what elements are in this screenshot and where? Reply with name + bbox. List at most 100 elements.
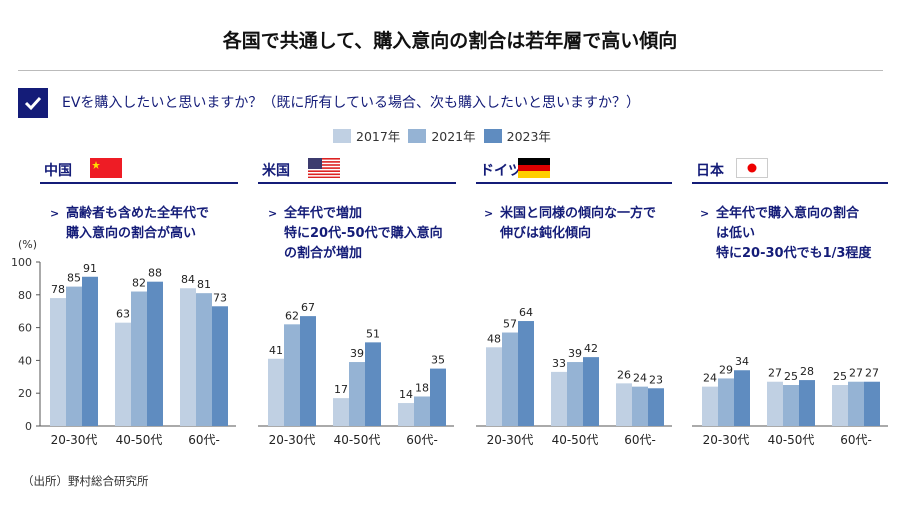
note-line: 全年代で購入意向の割合 [716, 206, 860, 221]
data-label: 81 [197, 278, 211, 291]
legend-swatch [333, 128, 351, 143]
data-label: 26 [617, 368, 631, 381]
data-label: 27 [768, 367, 782, 380]
data-label: 17 [334, 383, 348, 396]
note-line: 伸びは鈍化傾向 [500, 226, 592, 241]
bar-2023年 [430, 368, 446, 426]
panel-header-us: 米国 [258, 156, 456, 184]
japan-flag-icon [736, 158, 768, 178]
survey-question: EVを購入したいと思いますか？（既に所有している場合、次も購入したいと思いますか… [62, 95, 641, 111]
category-label: 20-30代 [487, 433, 534, 447]
note-line: 米国と同様の傾向な一方で [500, 206, 657, 221]
bar-2017年 [551, 371, 567, 426]
legend-swatch [483, 128, 502, 143]
bar-2017年 [333, 398, 349, 426]
category-label: 60代- [840, 433, 872, 447]
page-title: 各国で共通して、購入意向の割合は若年層で高い傾向 [222, 30, 678, 52]
bar-2023年 [300, 316, 316, 426]
y-axis-unit: (%) [18, 238, 38, 251]
data-label: 34 [735, 355, 749, 368]
country-name: ドイツ [480, 163, 522, 179]
note-line: の割合が増加 [284, 246, 363, 261]
y-tick-label: 100 [11, 256, 32, 269]
y-tick-label: 60 [18, 322, 32, 335]
legend-label: 2023年 [506, 129, 551, 144]
note-line: 特に20代-50代で購入意向 [284, 226, 443, 241]
country-name: 中国 [44, 163, 72, 179]
note-line: は低い [716, 226, 756, 241]
data-label: 64 [519, 306, 533, 319]
data-label: 62 [285, 309, 299, 322]
legend-2023: 2023年 [483, 126, 551, 145]
bar-2017年 [115, 322, 131, 426]
bar-2021年 [632, 386, 648, 426]
bar-2017年 [767, 381, 783, 426]
data-label: 84 [181, 273, 195, 286]
data-label: 67 [301, 301, 315, 314]
data-label: 63 [116, 308, 130, 321]
country-name: 日本 [696, 163, 724, 179]
y-tick-label: 0 [25, 420, 32, 433]
data-label: 39 [350, 347, 364, 360]
bar-2023年 [734, 370, 750, 426]
us-flag-icon [308, 158, 340, 178]
panel-header-japan: 日本 [692, 156, 888, 184]
legend-label: 2017年 [356, 129, 401, 144]
data-label: 42 [584, 342, 598, 355]
y-tick-label: 20 [18, 387, 32, 400]
bar-2023年 [365, 342, 381, 426]
source-note: （出所）野村総合研究所 [22, 474, 149, 488]
data-label: 33 [552, 357, 566, 370]
bar-2021年 [848, 381, 864, 426]
legend-swatch [408, 128, 427, 143]
data-label: 25 [833, 370, 847, 383]
bar-2021年 [502, 332, 518, 426]
chevron-right-icon: > [268, 207, 278, 220]
category-label: 40-50代 [116, 433, 163, 447]
bar-2023年 [864, 381, 880, 426]
germany-flag-icon [518, 158, 550, 178]
data-label: 82 [132, 277, 146, 290]
note-japan: > 全年代で購入意向の割合 は低い 特に20-30代でも1/3程度 [700, 204, 871, 264]
bar-2023年 [147, 281, 163, 426]
bar-2017年 [180, 288, 196, 426]
note-china: > 高齢者も含めた全年代で 購入意向の割合が高い [50, 204, 210, 244]
category-label: 40-50代 [334, 433, 381, 447]
bar-2017年 [702, 386, 718, 426]
panel-header-germany: ドイツ [476, 156, 672, 184]
bar-2021年 [349, 362, 365, 426]
category-label: 60代- [188, 433, 220, 447]
bar-2023年 [799, 380, 815, 426]
country-name: 米国 [262, 163, 290, 179]
legend-2017: 2017年 [333, 126, 400, 145]
data-label: 25 [784, 370, 798, 383]
bar-2021年 [783, 385, 799, 426]
note-line: 高齢者も含めた全年代で [66, 206, 210, 221]
bar-2017年 [398, 403, 414, 426]
bar-2017年 [268, 358, 284, 426]
note-line: 購入意向の割合が高い [66, 226, 197, 241]
bar-2017年 [486, 347, 502, 426]
category-label: 20-30代 [269, 433, 316, 447]
data-label: 29 [719, 363, 733, 376]
china-flag-icon [90, 158, 122, 178]
category-label: 40-50代 [552, 433, 599, 447]
chevron-right-icon: > [484, 207, 494, 220]
panel-header-china: 中国 [40, 156, 238, 184]
data-label: 73 [213, 291, 227, 304]
data-label: 78 [51, 283, 65, 296]
data-label: 91 [83, 262, 97, 275]
bar-2021年 [131, 291, 147, 426]
chevron-right-icon: > [50, 207, 60, 220]
legend-2021: 2021年 [408, 126, 476, 145]
bar-2021年 [66, 286, 82, 426]
data-label: 39 [568, 347, 582, 360]
bar-2021年 [718, 378, 734, 426]
y-tick-label: 80 [18, 289, 32, 302]
data-label: 88 [148, 267, 162, 280]
data-label: 85 [67, 272, 81, 285]
